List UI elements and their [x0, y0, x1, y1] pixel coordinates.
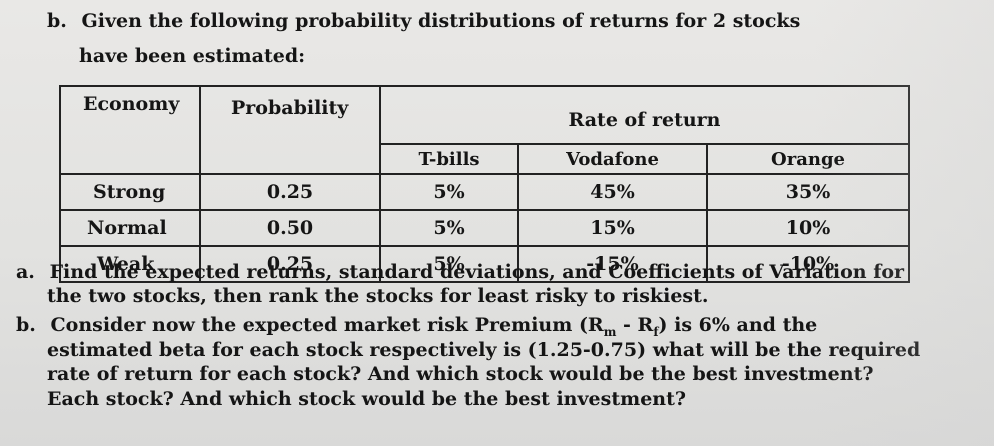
table-row: Strong 0.25 5% 45% 35% — [59, 173, 911, 211]
table-header-row: Economy Probability Rate of return — [59, 85, 911, 175]
cell-vodafone: 45% — [517, 173, 708, 211]
question-b-text-1-mid: - R — [616, 314, 654, 336]
question-b-text-1: Consider now the expected market risk Pr… — [50, 314, 818, 339]
question-a-line-1: a. Find the expected returns, standard d… — [16, 260, 904, 284]
cell-economy: Strong — [59, 173, 201, 211]
cell-probability: 0.50 — [199, 209, 381, 247]
cell-orange: 35% — [705, 173, 911, 211]
question-b-marker: b. — [16, 314, 36, 336]
table-subheader-row: T-bills Vodafone Orange — [60, 143, 911, 175]
cell-probability: 0.25 — [199, 245, 381, 283]
cell-vodafone: 15% — [517, 209, 708, 247]
header-vodafone: Vodafone — [517, 143, 708, 175]
returns-table-wrapper: Economy Probability Rate of return T-bil… — [59, 85, 911, 283]
subscript-f: f — [653, 324, 659, 339]
question-a-marker: a. — [16, 261, 35, 283]
question-b-text-1-pre: Consider now the expected market risk Pr… — [50, 314, 604, 336]
question-a-line-2: the two stocks, then rank the stocks for… — [47, 285, 709, 307]
cell-orange: -10% — [705, 245, 911, 283]
cell-tbills: 5% — [379, 245, 519, 283]
header-rate-of-return: Rate of return — [378, 85, 911, 145]
header-economy: Economy — [59, 85, 201, 175]
question-b-line-2: estimated beta for each stock respective… — [47, 339, 921, 361]
cell-orange: 10% — [705, 209, 911, 247]
returns-table: Economy Probability Rate of return T-bil… — [59, 85, 911, 283]
table-row: Weak 0.25 5% -15% -10% — [59, 245, 911, 283]
intro-line-2: have been estimated: — [79, 45, 306, 67]
question-b-line-3: rate of return for each stock? And which… — [47, 363, 874, 385]
question-b-text-1-post: ) is 6% and the — [658, 314, 818, 336]
question-b-line-1: b. Consider now the expected market risk… — [16, 313, 817, 344]
cell-probability: 0.25 — [199, 173, 381, 211]
intro-text-1: Given the following probability distribu… — [81, 10, 801, 32]
intro-marker: b. — [47, 10, 67, 32]
question-b-line-4: Each stock? And which stock would be the… — [47, 388, 687, 410]
cell-tbills: 5% — [379, 209, 519, 247]
table-row: Normal 0.50 5% 15% 10% — [59, 209, 911, 247]
question-a-text-1: Find the expected returns, standard devi… — [49, 261, 905, 283]
cell-economy: Normal — [59, 209, 201, 247]
intro-line-1: b. Given the following probability distr… — [47, 10, 800, 32]
cell-tbills: 5% — [379, 173, 519, 211]
header-tbills: T-bills — [379, 143, 519, 175]
header-orange: Orange — [705, 143, 911, 175]
cell-vodafone: -15% — [517, 245, 708, 283]
header-probability: Probability — [199, 85, 381, 175]
subscript-m: m — [603, 324, 617, 339]
cell-economy: Weak — [59, 245, 201, 283]
